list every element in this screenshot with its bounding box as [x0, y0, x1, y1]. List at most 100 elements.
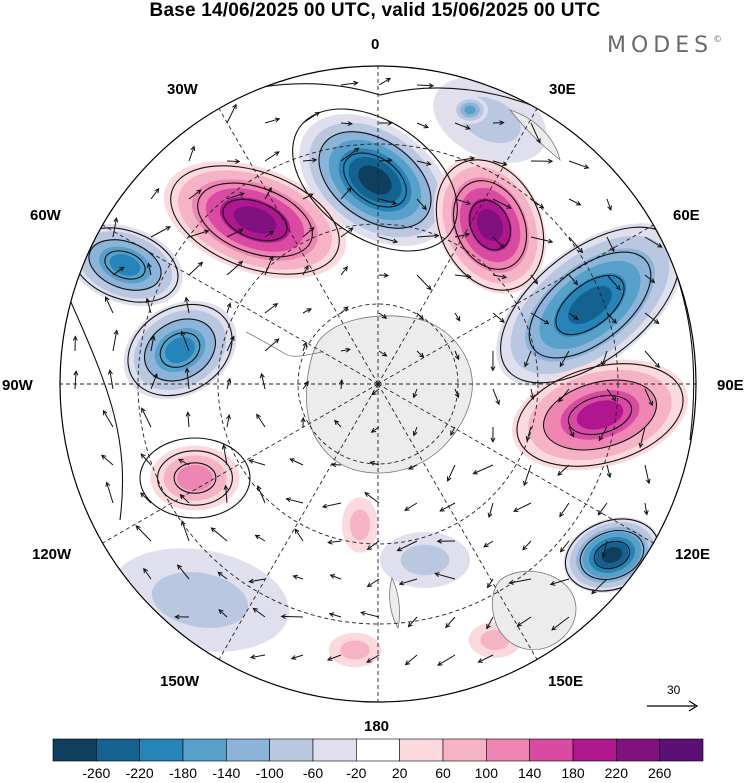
wind-arrow	[300, 416, 306, 428]
colorbar-tick-label: 140	[517, 765, 542, 781]
streamline	[318, 131, 432, 229]
wind-arrow	[530, 158, 554, 164]
wind-arrow	[530, 198, 545, 209]
streamline	[157, 450, 233, 506]
wind-arrow	[530, 274, 539, 285]
streamline	[69, 299, 124, 521]
wind-arrow	[150, 187, 160, 200]
meridian-line	[212, 383, 379, 671]
new-zealand	[389, 576, 400, 630]
wind-arrow	[179, 494, 190, 504]
wind-arrow	[188, 261, 204, 276]
anomaly-blob	[452, 96, 488, 124]
wind-arrow	[492, 274, 508, 280]
wind-arrow	[143, 567, 152, 580]
wind-arrow	[396, 540, 418, 552]
streamline	[159, 332, 201, 368]
wind-arrow	[112, 266, 125, 276]
wind-arrow	[551, 616, 570, 631]
wind-arrow	[557, 464, 570, 476]
wind-arrow	[472, 464, 494, 475]
wind-arrow	[559, 502, 570, 518]
wind-arrow	[226, 260, 244, 276]
wind-arrow	[407, 616, 418, 628]
wind-arrow	[558, 388, 570, 403]
lon-label-30w: 30W	[167, 81, 198, 98]
wind-arrow	[436, 538, 456, 544]
wind-arrow	[340, 227, 354, 238]
colorbar-tick-label: -220	[125, 765, 154, 781]
wind-arrow	[378, 77, 392, 86]
wind-arrow	[289, 458, 304, 466]
wind-arrow	[105, 481, 114, 504]
wind-arrow	[264, 186, 272, 200]
wind-arrow	[559, 350, 570, 368]
wind-arrow	[530, 388, 535, 401]
wind-arrow	[140, 453, 152, 466]
wind-arrow	[598, 426, 608, 442]
wind-arrow	[302, 226, 315, 238]
antarctica-land	[245, 109, 577, 650]
wind-arrow	[404, 502, 418, 511]
wind-arrow	[102, 409, 114, 428]
wind-arrow	[330, 462, 342, 468]
wind-arrow	[606, 388, 617, 402]
meridian-line	[212, 97, 379, 385]
wind-arrow	[150, 335, 156, 352]
wind-arrow	[73, 370, 79, 390]
lon-label-90w: 90W	[2, 377, 33, 394]
wind-arrow	[434, 572, 456, 580]
map-title: Base 14/06/2025 00 UTC, valid 15/06/2025…	[149, 0, 601, 21]
brand-mark: ©	[713, 34, 723, 45]
lon-label-90e: 90E	[717, 377, 744, 394]
wind-arrow	[292, 574, 304, 580]
wind-arrow	[226, 413, 231, 428]
wind-arrow	[180, 330, 190, 352]
wind-arrow	[174, 614, 190, 620]
wind-arrow	[145, 297, 152, 314]
wind-arrow	[601, 350, 608, 367]
wind-arrow	[492, 312, 505, 323]
wind-arrow	[568, 426, 575, 438]
wind-arrow	[248, 459, 266, 466]
wind-arrow	[264, 230, 275, 238]
wind-arrow	[150, 226, 172, 238]
wind-arrow	[177, 458, 190, 466]
wind-arrow	[530, 312, 550, 325]
wind-arrow	[378, 350, 388, 357]
wind-arrow	[454, 388, 460, 399]
wind-arrow	[302, 264, 309, 276]
wind-arrow	[378, 198, 398, 205]
wind-arrow	[492, 120, 505, 126]
wind-arrow	[591, 578, 608, 595]
wind-arrow	[259, 372, 266, 390]
antarctic-peninsula	[245, 331, 323, 357]
wind-arrow	[140, 492, 152, 504]
wind-arrow	[454, 312, 461, 322]
wind-arrow	[597, 502, 608, 516]
wind-arrow	[477, 654, 494, 663]
lon-label-150w: 150W	[160, 673, 200, 690]
wind-arrow	[416, 233, 440, 239]
wind-arrow	[285, 497, 304, 504]
wind-arrow	[492, 388, 500, 406]
wind-arrow	[180, 520, 190, 542]
lon-label-60w: 60W	[30, 207, 61, 224]
antarctica	[306, 315, 473, 474]
wind-arrow	[378, 272, 390, 278]
map-boundary	[59, 65, 697, 703]
wind-arrow	[606, 312, 617, 324]
wind-arrow	[407, 464, 418, 470]
wind-arrow	[371, 388, 380, 396]
wind-arrow	[256, 484, 266, 504]
australia	[491, 570, 577, 650]
wind-arrow	[340, 147, 360, 162]
wind-arrow	[559, 540, 570, 553]
wind-arrow	[530, 236, 554, 244]
wind-arrow	[450, 426, 456, 436]
streamline	[343, 152, 407, 208]
wind-arrow	[601, 540, 608, 558]
wind-arrow	[302, 341, 308, 352]
streamline	[555, 274, 625, 336]
